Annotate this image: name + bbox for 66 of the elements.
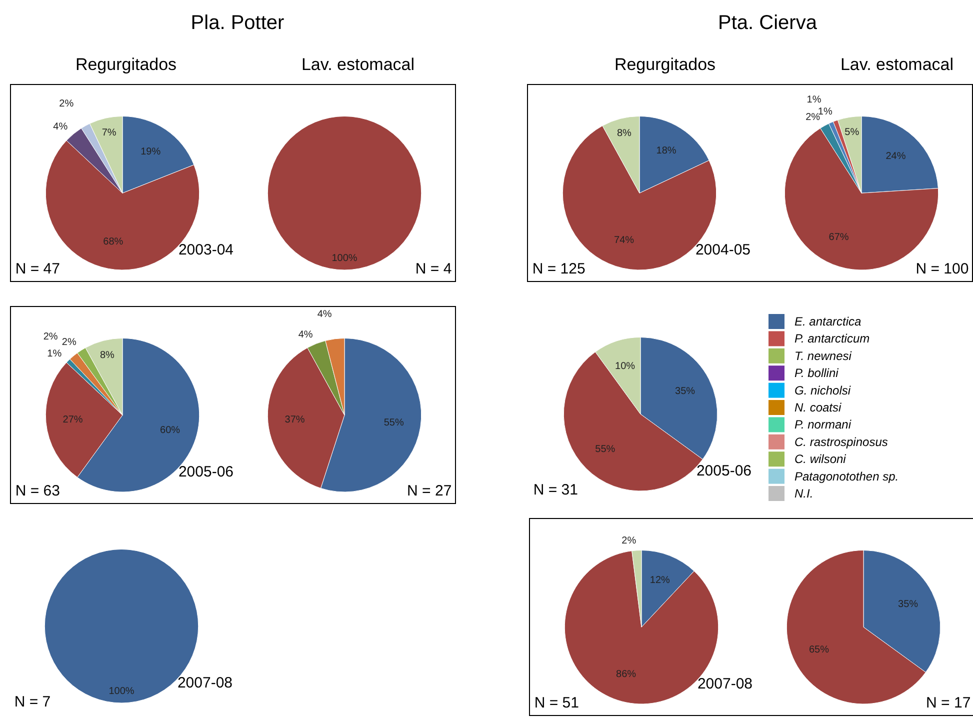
category-label: G. nicholsi <box>794 383 851 398</box>
data-label: 65% <box>808 644 830 656</box>
data-label: 1% <box>47 348 62 360</box>
text: N = 27 <box>407 482 452 500</box>
data-label: 2% <box>59 98 74 110</box>
data-label: 67% <box>828 232 849 244</box>
data-label: 2% <box>806 112 820 124</box>
data-label: 4% <box>317 308 332 320</box>
data-label: 35% <box>898 598 918 610</box>
data-label: 1% <box>806 94 822 106</box>
text: 2007-08 <box>177 674 233 692</box>
category-label: N. coatsi <box>794 400 842 414</box>
data-label: 19% <box>140 146 161 158</box>
chart-title: Lav. estomacal <box>301 54 415 76</box>
category-label: E. antarctica <box>794 314 862 328</box>
data-label: 10% <box>615 361 636 372</box>
data-label: 35% <box>675 386 696 397</box>
data-label: 100% <box>108 686 134 697</box>
text: N = 31 <box>533 482 578 499</box>
data-label: 37% <box>284 414 305 426</box>
data-label: 2% <box>43 331 58 342</box>
chart-title: Lav. estomacal <box>840 54 954 76</box>
text: 2007-08 <box>697 676 753 693</box>
data-label: 74% <box>614 235 634 246</box>
category-label: T. newnesi <box>794 348 852 363</box>
data-label: 2% <box>622 536 636 547</box>
data-label: 8% <box>100 350 115 362</box>
data-label: 4% <box>298 330 313 341</box>
text: N = 63 <box>15 482 60 500</box>
data-label: 27% <box>62 414 83 426</box>
text: N = 51 <box>534 694 579 712</box>
chart-subtitle: Pla. Potter <box>190 11 284 36</box>
data-label: 68% <box>103 236 124 248</box>
data-label: 55% <box>595 444 616 455</box>
chart-title: Regurgitados <box>614 54 716 76</box>
category-label: N.I. <box>794 486 814 500</box>
data-label: 55% <box>384 417 404 428</box>
text: N = 100 <box>916 260 969 278</box>
category-label: P. normani <box>794 418 852 432</box>
data-label: 100% <box>332 252 358 264</box>
data-label: 60% <box>160 425 180 436</box>
data-label: 24% <box>886 151 906 162</box>
text: 2005-06 <box>178 464 234 481</box>
category-label: C. rastrospinosus <box>794 434 888 449</box>
category-label: P. antarcticum <box>794 332 870 346</box>
text: 2004-05 <box>695 242 751 259</box>
text: N = 7 <box>14 694 51 711</box>
data-label: 18% <box>656 145 676 156</box>
data-label: 4% <box>53 121 68 132</box>
category-label: P. bollini <box>794 366 839 380</box>
text: 2003-04 <box>178 242 234 259</box>
data-label: 12% <box>650 575 670 586</box>
data-label: 2% <box>62 336 76 348</box>
data-label: 7% <box>102 128 116 139</box>
text: N = 4 <box>415 260 452 278</box>
data-label: 8% <box>616 128 632 140</box>
category-label: Patagonotothen sp. <box>794 469 899 484</box>
data-label: 86% <box>616 669 636 680</box>
text: N = 125 <box>532 260 586 278</box>
text: N = 17 <box>926 694 971 712</box>
text: N = 47 <box>15 260 60 278</box>
data-label: 5% <box>844 126 860 138</box>
text: Pta. Cierva <box>718 11 817 36</box>
text: 2005-06 <box>696 462 752 480</box>
chart-title: Regurgitados <box>75 54 177 76</box>
category-label: C. wilsoni <box>794 452 846 466</box>
